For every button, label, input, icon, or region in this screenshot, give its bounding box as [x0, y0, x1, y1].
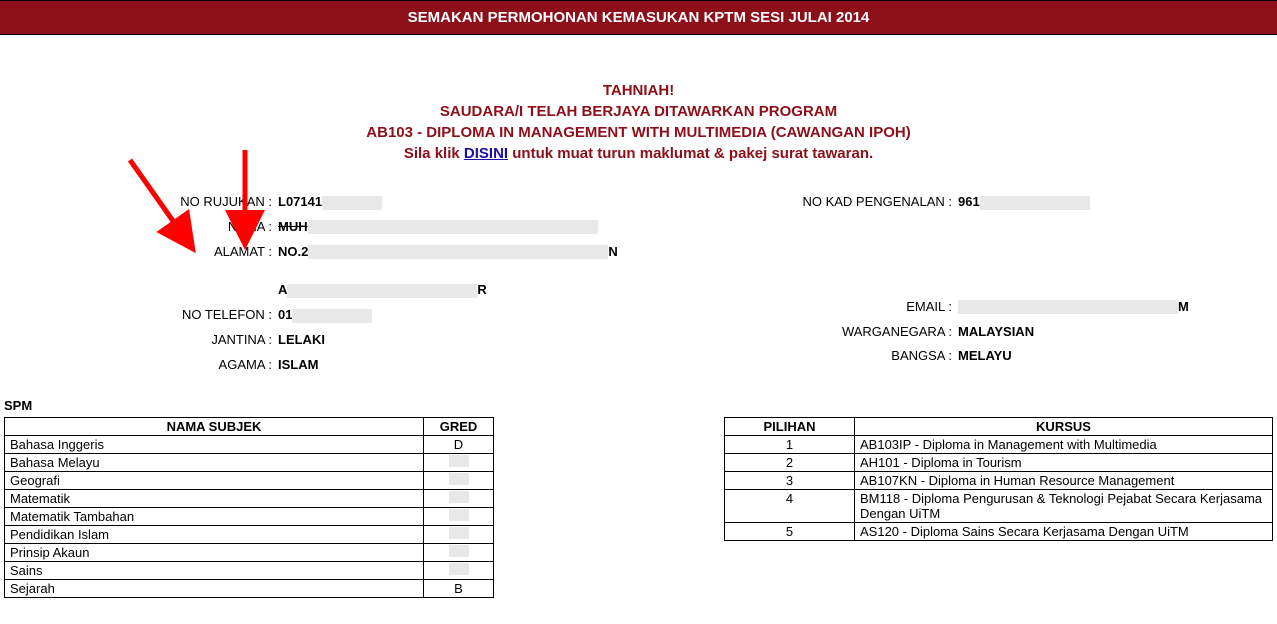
choice-number: 5 [725, 522, 855, 540]
choice-course: BM118 - Diploma Pengurusan & Teknologi P… [855, 489, 1273, 522]
label-agama: AGAMA : [8, 355, 278, 376]
table-row: 3AB107KN - Diploma in Human Resource Man… [725, 471, 1273, 489]
table-row: 1AB103IP - Diploma in Management with Mu… [725, 435, 1273, 453]
info-left: NO RUJUKAN : L07141 NAMA : MUH ALAMAT : … [8, 192, 648, 380]
subjects-table-wrap: NAMA SUBJEK GRED Bahasa InggerisDBahasa … [4, 417, 494, 598]
congrats-line4: Sila klik DISINI untuk muat turun maklum… [0, 143, 1277, 164]
info-right: NO KAD PENGENALAN : 961 EMAIL : M WARGAN… [648, 192, 1269, 380]
subject-name: Prinsip Akaun [5, 543, 424, 561]
congrats-line1: TAHNIAH! [0, 80, 1277, 101]
subject-grade [424, 471, 494, 489]
subject-name: Sejarah [5, 579, 424, 597]
spm-heading: SPM [4, 398, 1277, 413]
choice-number: 1 [725, 435, 855, 453]
congrats-line2: SAUDARA/I TELAH BERJAYA DITAWARKAN PROGR… [0, 101, 1277, 122]
subject-grade: B [424, 579, 494, 597]
table-row: 4BM118 - Diploma Pengurusan & Teknologi … [725, 489, 1273, 522]
col-nama-subjek: NAMA SUBJEK [5, 417, 424, 435]
label-no-rujukan: NO RUJUKAN : [8, 192, 278, 213]
table-row: Pendidikan Islam [5, 525, 494, 543]
value-jantina: LELAKI [278, 330, 325, 351]
applicant-info: NO RUJUKAN : L07141 NAMA : MUH ALAMAT : … [0, 192, 1277, 380]
page-header: SEMAKAN PERMOHONAN KEMASUKAN KPTM SESI J… [0, 0, 1277, 35]
subject-grade [424, 453, 494, 471]
subject-name: Bahasa Melayu [5, 453, 424, 471]
col-pilihan: PILIHAN [725, 417, 855, 435]
subject-name: Sains [5, 561, 424, 579]
value-no-kad: 961 [958, 192, 1090, 213]
value-telefon: 01 [278, 305, 372, 326]
col-gred: GRED [424, 417, 494, 435]
subject-name: Matematik Tambahan [5, 507, 424, 525]
table-row: 2AH101 - Diploma in Tourism [725, 453, 1273, 471]
table-row: Matematik Tambahan [5, 507, 494, 525]
label-alamat: ALAMAT : [8, 242, 278, 263]
value-warganegara: MALAYSIAN [958, 322, 1034, 343]
value-no-rujukan: L07141 [278, 192, 382, 213]
label-email: EMAIL : [648, 297, 958, 318]
label-warganegara: WARGANEGARA : [648, 322, 958, 343]
value-nama: MUH [278, 217, 598, 238]
download-link[interactable]: DISINI [464, 145, 508, 162]
subjects-table: NAMA SUBJEK GRED Bahasa InggerisDBahasa … [4, 417, 494, 598]
table-row: Bahasa InggerisD [5, 435, 494, 453]
choices-table: PILIHAN KURSUS 1AB103IP - Diploma in Man… [724, 417, 1273, 541]
label-jantina: JANTINA : [8, 330, 278, 351]
choice-course: AB103IP - Diploma in Management with Mul… [855, 435, 1273, 453]
page-title: SEMAKAN PERMOHONAN KEMASUKAN KPTM SESI J… [408, 9, 870, 26]
choice-number: 4 [725, 489, 855, 522]
choice-course: AS120 - Diploma Sains Secara Kerjasama D… [855, 522, 1273, 540]
subject-name: Bahasa Inggeris [5, 435, 424, 453]
label-telefon: NO TELEFON : [8, 305, 278, 326]
choice-course: AB107KN - Diploma in Human Resource Mana… [855, 471, 1273, 489]
choice-number: 2 [725, 453, 855, 471]
subject-grade [424, 543, 494, 561]
subject-name: Matematik [5, 489, 424, 507]
choice-number: 3 [725, 471, 855, 489]
subject-name: Pendidikan Islam [5, 525, 424, 543]
subject-grade [424, 561, 494, 579]
tables-row: NAMA SUBJEK GRED Bahasa InggerisDBahasa … [0, 417, 1277, 598]
table-row: SejarahB [5, 579, 494, 597]
value-alamat2: AR [278, 280, 487, 301]
subject-grade [424, 489, 494, 507]
table-row: Prinsip Akaun [5, 543, 494, 561]
congrats-block: TAHNIAH! SAUDARA/I TELAH BERJAYA DITAWAR… [0, 80, 1277, 164]
content: TAHNIAH! SAUDARA/I TELAH BERJAYA DITAWAR… [0, 80, 1277, 598]
value-alamat: NO.2N [278, 242, 618, 263]
label-no-kad: NO KAD PENGENALAN : [648, 192, 958, 213]
subject-name: Geografi [5, 471, 424, 489]
value-bangsa: MELAYU [958, 346, 1012, 367]
table-row: Bahasa Melayu [5, 453, 494, 471]
label-bangsa: BANGSA : [648, 346, 958, 367]
label-alamat2 [8, 280, 278, 301]
col-kursus: KURSUS [855, 417, 1273, 435]
choices-table-wrap: PILIHAN KURSUS 1AB103IP - Diploma in Man… [724, 417, 1273, 598]
table-row: Geografi [5, 471, 494, 489]
value-email: M [958, 297, 1189, 318]
label-nama: NAMA : [8, 217, 278, 238]
choice-course: AH101 - Diploma in Tourism [855, 453, 1273, 471]
value-agama: ISLAM [278, 355, 318, 376]
congrats-prefix: Sila klik [404, 145, 464, 162]
table-row: Sains [5, 561, 494, 579]
table-row: 5AS120 - Diploma Sains Secara Kerjasama … [725, 522, 1273, 540]
subject-grade: D [424, 435, 494, 453]
congrats-line3: AB103 - DIPLOMA IN MANAGEMENT WITH MULTI… [0, 122, 1277, 143]
subject-grade [424, 507, 494, 525]
table-row: Matematik [5, 489, 494, 507]
subject-grade [424, 525, 494, 543]
congrats-suffix: untuk muat turun maklumat & pakej surat … [508, 145, 873, 162]
